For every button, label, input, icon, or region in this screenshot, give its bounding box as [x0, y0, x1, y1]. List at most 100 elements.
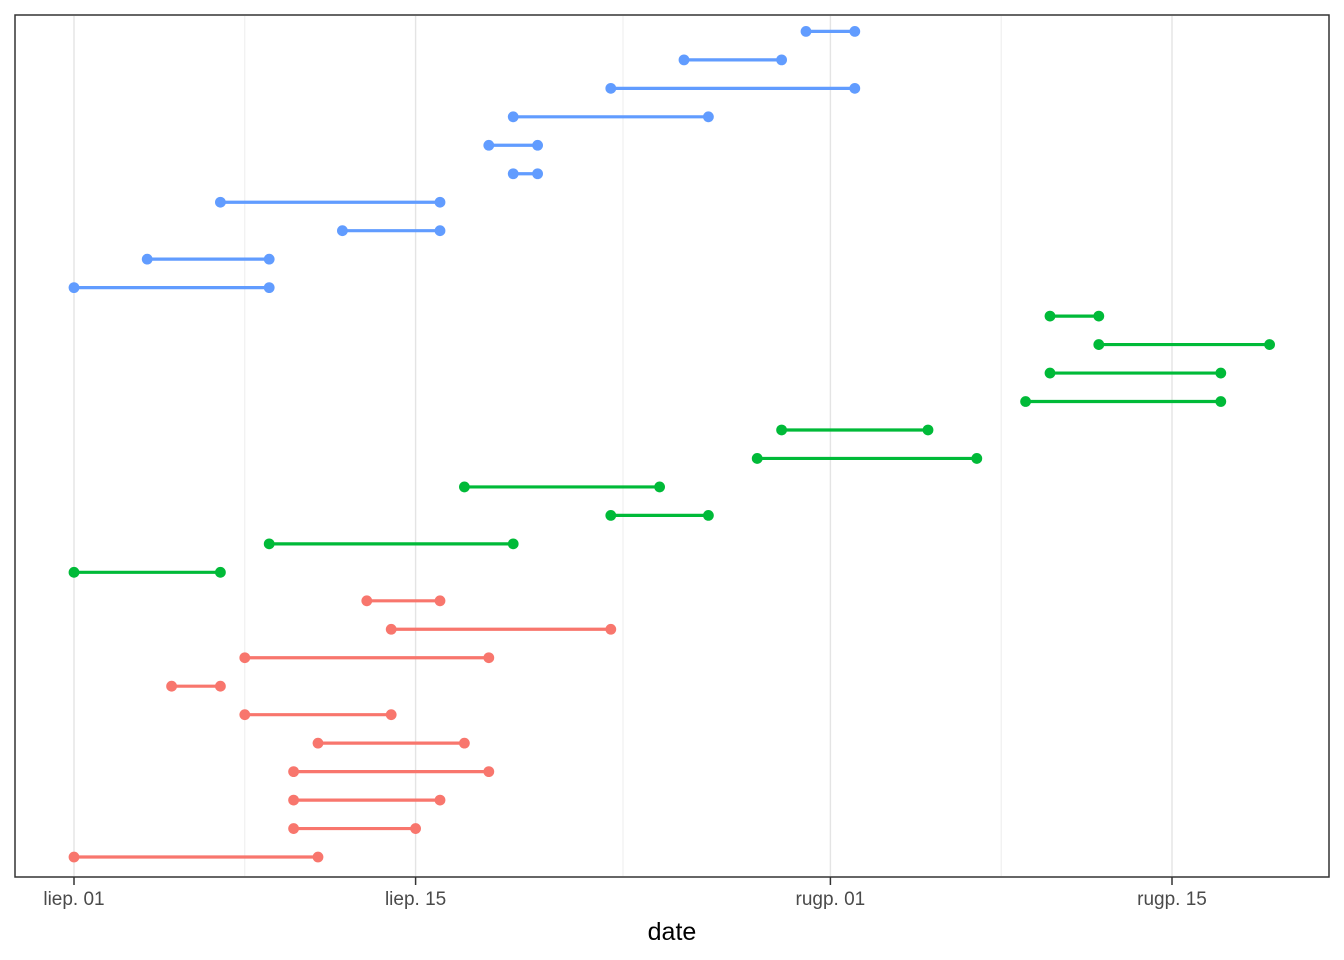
x-axis-tick-labels: liep. 01 liep. 15 rugp. 01 rugp. 15 — [43, 889, 1207, 910]
segment-end-point — [532, 139, 543, 151]
segment-start-point — [483, 139, 495, 151]
event-segment-row-10 — [68, 282, 275, 294]
segment-start-point — [239, 652, 251, 664]
segment-end-point — [703, 111, 714, 123]
segment-start-point — [263, 538, 275, 550]
segment-start-point — [337, 225, 348, 237]
segment-end-point — [483, 652, 495, 664]
segment-end-point — [1093, 310, 1105, 322]
event-segment-row-7 — [215, 196, 446, 208]
x-axis-tick-label: liep. 01 — [43, 889, 104, 910]
date-range-segments — [68, 26, 1275, 863]
segment-end-point — [1215, 367, 1227, 379]
segment-end-point — [605, 623, 617, 635]
x-axis-tick-label: rugp. 15 — [1137, 889, 1207, 910]
event-segment-row-26 — [312, 737, 470, 749]
segment-start-point — [385, 623, 397, 635]
event-segment-row-22 — [385, 623, 617, 635]
segment-end-point — [434, 196, 446, 208]
segment-end-point — [410, 823, 421, 834]
event-segment-row-24 — [166, 680, 226, 692]
segment-end-point — [434, 225, 446, 237]
minor-gridlines — [244, 16, 1002, 876]
event-segment-row-6 — [507, 168, 543, 180]
segment-start-point — [1020, 396, 1031, 407]
event-segment-row-4 — [507, 111, 714, 123]
segment-start-point — [288, 823, 299, 834]
event-segment-row-12 — [1093, 339, 1275, 350]
segment-end-point — [434, 595, 446, 607]
segment-start-point — [605, 82, 617, 94]
x-axis-tick-marks — [73, 877, 1173, 885]
event-segment-row-3 — [605, 82, 861, 94]
segment-end-point — [215, 680, 226, 692]
segment-end-point — [385, 709, 397, 721]
event-segment-row-1 — [800, 26, 861, 37]
segment-start-point — [312, 737, 324, 749]
event-segment-row-21 — [361, 595, 446, 607]
segment-end-point — [654, 481, 665, 493]
x-axis-tick-label: rugp. 01 — [796, 889, 866, 910]
event-segment-row-13 — [1044, 367, 1227, 379]
segment-start-point — [1093, 339, 1105, 350]
segment-end-point — [483, 766, 495, 778]
segment-start-point — [751, 453, 763, 464]
segment-end-point — [215, 566, 226, 578]
event-segment-row-14 — [1020, 396, 1227, 407]
segment-start-point — [800, 26, 812, 37]
event-segment-row-28 — [288, 794, 446, 806]
event-segment-row-17 — [459, 481, 665, 493]
segment-start-point — [605, 509, 617, 521]
x-axis-title: date — [648, 918, 697, 946]
event-segment-row-15 — [776, 424, 934, 436]
segment-end-point — [532, 168, 543, 180]
segment-end-point — [263, 282, 275, 294]
segment-end-point — [263, 253, 275, 265]
segment-end-point — [849, 26, 861, 37]
segment-end-point — [434, 794, 446, 806]
segment-start-point — [288, 766, 299, 778]
event-segment-row-25 — [239, 709, 397, 721]
segment-start-point — [507, 111, 519, 123]
event-segment-row-19 — [263, 538, 519, 550]
segment-end-point — [971, 453, 983, 464]
event-segment-row-9 — [141, 253, 275, 265]
segment-start-point — [68, 851, 80, 863]
event-segment-row-27 — [288, 766, 495, 778]
segment-end-point — [459, 737, 470, 749]
segment-end-point — [776, 54, 787, 66]
event-segment-row-5 — [483, 139, 543, 151]
x-axis-tick-label: liep. 15 — [385, 889, 446, 910]
segment-end-point — [849, 82, 861, 94]
segment-start-point — [459, 481, 470, 493]
event-segment-row-30 — [68, 851, 324, 863]
segment-start-point — [215, 196, 226, 208]
event-segment-row-11 — [1044, 310, 1105, 322]
segment-start-point — [678, 54, 690, 66]
segment-start-point — [1044, 367, 1056, 379]
panel-border — [14, 14, 1330, 878]
segment-start-point — [288, 794, 299, 806]
segment-start-point — [141, 253, 153, 265]
event-segment-row-2 — [678, 54, 787, 66]
segment-start-point — [166, 680, 178, 692]
segment-end-point — [312, 851, 324, 863]
segment-start-point — [507, 168, 519, 180]
segment-end-point — [1215, 396, 1227, 407]
major-gridlines — [73, 16, 1173, 876]
segment-start-point — [776, 424, 787, 436]
segment-start-point — [1044, 310, 1056, 322]
segment-start-point — [68, 566, 80, 578]
event-segment-row-29 — [288, 823, 421, 834]
segment-start-point — [361, 595, 373, 607]
event-segment-row-16 — [751, 453, 983, 464]
segment-end-point — [1264, 339, 1275, 350]
segment-end-point — [922, 424, 934, 436]
segment-end-point — [507, 538, 519, 550]
segment-start-point — [68, 282, 80, 294]
event-segment-row-8 — [337, 225, 446, 237]
event-segment-row-20 — [68, 566, 226, 578]
event-segment-row-18 — [605, 509, 714, 521]
